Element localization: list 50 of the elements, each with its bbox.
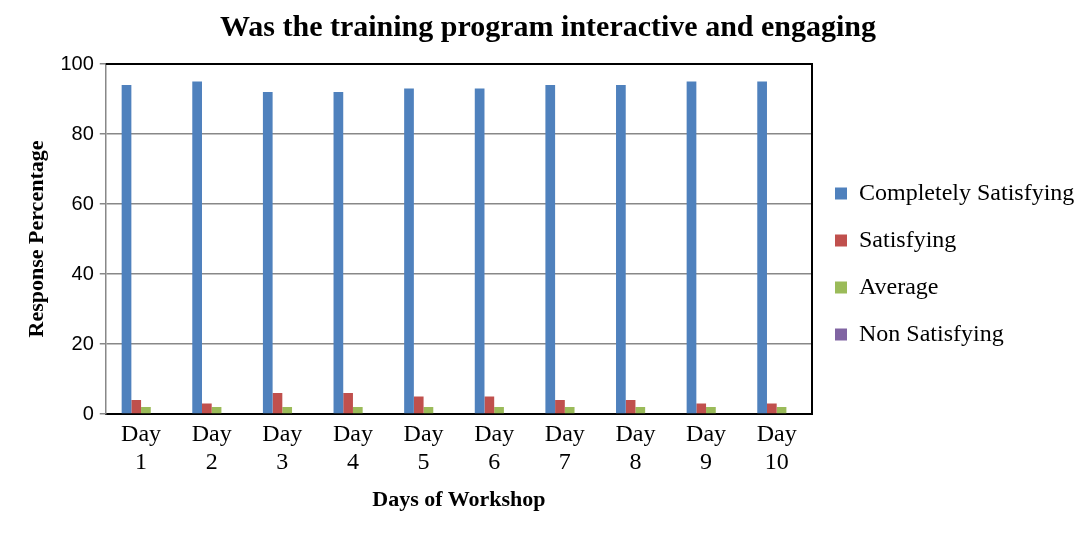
bar [201, 403, 212, 414]
x-tick-label: Day 10 [756, 419, 797, 475]
legend-label: Average [859, 272, 939, 299]
bar [141, 407, 151, 414]
bar [352, 407, 363, 414]
y-axis-title: Response Percentage [22, 140, 48, 338]
bar [192, 81, 202, 414]
bar [272, 393, 283, 414]
bar [404, 88, 414, 414]
x-tick-label: Day 6 [474, 419, 515, 475]
legend-label: Satisfying [859, 225, 957, 252]
bar [262, 92, 273, 414]
bar [131, 400, 142, 414]
bar [343, 393, 353, 414]
x-tick-label: Day 7 [544, 419, 585, 475]
bar [121, 85, 132, 414]
bar [766, 403, 777, 414]
y-tick-label: 100 [60, 51, 94, 74]
legend-label: Completely Satisfying [859, 178, 1075, 205]
x-tick-label: Day 3 [262, 419, 303, 475]
bar [474, 88, 485, 414]
bar [555, 400, 565, 414]
y-tick-label: 80 [71, 121, 94, 144]
bar [494, 407, 504, 414]
x-tick-label: Day 9 [686, 419, 727, 475]
bar [625, 400, 636, 414]
x-tick-label: Day 2 [191, 419, 232, 475]
y-tick-label: 60 [71, 191, 94, 214]
bar [484, 396, 495, 414]
bar [757, 81, 767, 414]
bar [706, 407, 716, 414]
x-tick-label: Day 5 [403, 419, 444, 475]
bar [282, 407, 293, 414]
x-tick-label: Day 4 [332, 419, 373, 475]
bar [686, 81, 697, 414]
x-tick-label: Day 1 [121, 419, 162, 475]
y-tick-label: 0 [82, 401, 94, 424]
chart-title: Was the training program interactive and engaging [219, 8, 877, 42]
y-tick-label: 40 [71, 261, 94, 284]
bar [696, 403, 707, 414]
bar [616, 85, 626, 414]
x-axis-title: Days of Workshop [372, 486, 546, 512]
x-tick-label: Day 8 [615, 419, 656, 475]
bar [635, 407, 646, 414]
bar [333, 92, 344, 414]
legend-label: Non Satisfying [859, 319, 1004, 346]
bar [545, 85, 556, 414]
bar [564, 407, 575, 414]
y-tick-label: 20 [71, 331, 94, 354]
bar [413, 396, 424, 414]
